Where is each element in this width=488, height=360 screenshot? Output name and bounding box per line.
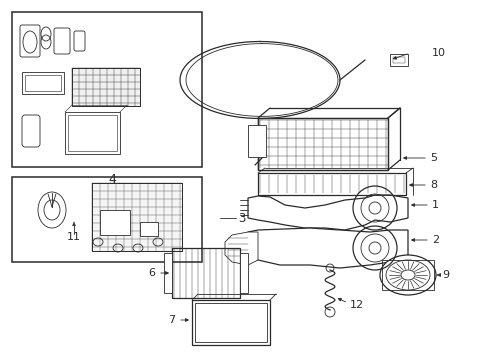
Bar: [65, 112, 120, 154]
Text: 1: 1: [431, 200, 438, 210]
Polygon shape: [224, 232, 258, 265]
Bar: [247, 125, 265, 157]
Bar: [258, 173, 405, 195]
Bar: [258, 173, 405, 195]
Text: 6: 6: [148, 268, 155, 278]
Text: 3: 3: [238, 212, 245, 225]
Polygon shape: [247, 228, 407, 268]
Ellipse shape: [379, 255, 435, 295]
Text: 11: 11: [67, 232, 81, 242]
Bar: [25, 75, 61, 91]
Bar: [72, 68, 140, 106]
Bar: [172, 248, 240, 298]
Text: 9: 9: [441, 270, 448, 280]
Bar: [240, 253, 247, 293]
Polygon shape: [247, 195, 407, 230]
Text: 5: 5: [429, 153, 436, 163]
Bar: [392, 57, 404, 63]
Bar: [140, 222, 158, 236]
Text: 8: 8: [429, 180, 436, 190]
Text: 7: 7: [167, 315, 175, 325]
Text: 4: 4: [108, 173, 116, 186]
Bar: [258, 118, 387, 170]
Bar: [22, 72, 64, 94]
Bar: [100, 210, 130, 235]
Bar: [389, 54, 407, 66]
Bar: [68, 115, 117, 151]
Bar: [258, 118, 387, 170]
Bar: [381, 260, 433, 290]
Bar: [92, 183, 182, 251]
Bar: [12, 177, 202, 262]
Bar: [92, 183, 182, 251]
Bar: [195, 303, 266, 342]
Bar: [72, 68, 140, 106]
Bar: [12, 12, 202, 167]
Text: 10: 10: [431, 48, 445, 58]
Ellipse shape: [400, 270, 414, 280]
Bar: [192, 300, 269, 345]
Text: 2: 2: [431, 235, 438, 245]
Text: 12: 12: [349, 300, 364, 310]
Bar: [163, 253, 172, 293]
